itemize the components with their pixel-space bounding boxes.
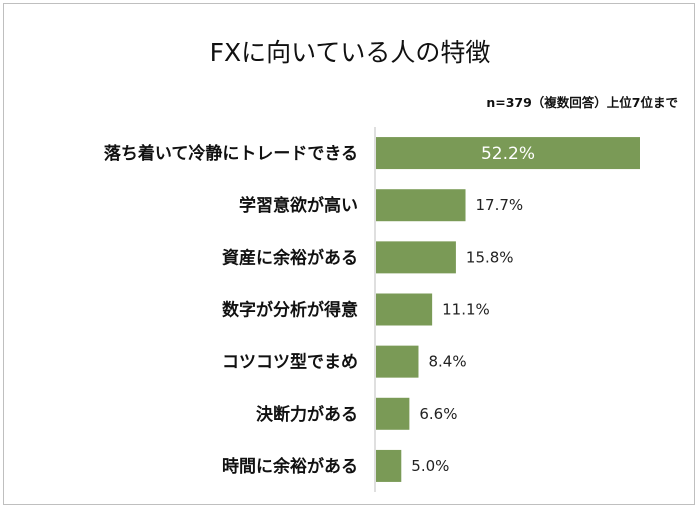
category-label: 資産に余裕がある: [222, 247, 358, 268]
bar: [376, 189, 466, 222]
chart-frame: [3, 3, 695, 505]
bar: [376, 241, 456, 274]
category-label: コツコツ型でまめ: [222, 352, 358, 373]
bar: [376, 345, 419, 378]
value-label: 5.0%: [411, 457, 449, 475]
bar: [376, 449, 402, 482]
category-label: 落ち着いて冷静にトレードできる: [104, 143, 358, 164]
value-label: 52.2%: [481, 144, 535, 164]
chart-title: FXに向いている人の特徴: [209, 38, 491, 67]
category-label: 時間に余裕がある: [222, 456, 358, 477]
bar: [376, 293, 433, 326]
category-label: 数字が分析が得意: [222, 300, 358, 321]
value-label: 8.4%: [428, 353, 466, 371]
chart-subtitle: n=379（複数回答）上位7位まで: [486, 95, 678, 110]
value-label: 6.6%: [419, 405, 457, 423]
category-label: 学習意欲が高い: [239, 195, 358, 216]
bar: [376, 137, 640, 170]
bars-group: 落ち着いて冷静にトレードできる 52.2% 学習意欲が高い 17.7% 資産に余裕がある…: [104, 137, 640, 482]
bar: [376, 397, 410, 430]
value-label: 15.8%: [466, 248, 514, 266]
value-label: 17.7%: [476, 196, 524, 214]
category-label: 決断力がある: [256, 404, 358, 425]
value-label: 11.1%: [442, 301, 490, 319]
